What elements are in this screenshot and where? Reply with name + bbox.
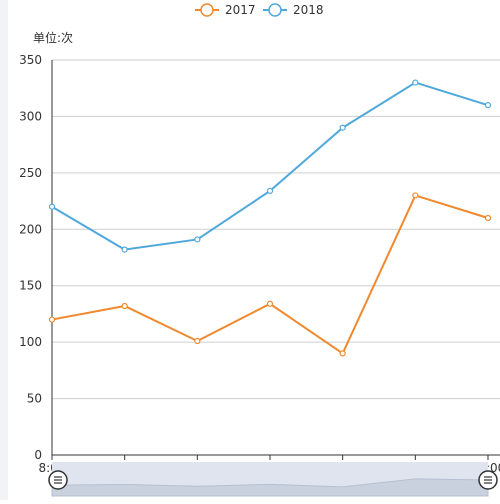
- data-point-2017: [121, 302, 128, 310]
- legend-item-2018[interactable]: 2018: [263, 3, 324, 17]
- legend-item-2017[interactable]: 2017: [195, 3, 256, 17]
- left-edge-strip: [0, 0, 8, 500]
- legend-label: 2018: [293, 3, 324, 17]
- data-point-2018: [266, 187, 274, 195]
- y-tick-label: 350: [19, 53, 42, 67]
- y-axis: 0 50 100 150 200 250 300 350: [19, 53, 53, 462]
- legend-label: 2017: [225, 3, 256, 17]
- unit-label: 单位:次: [33, 30, 73, 45]
- series-line-2017: [51, 194, 489, 355]
- zoom-handle-right[interactable]: [478, 470, 498, 490]
- data-point-2018: [412, 79, 419, 86]
- y-tick-label: 150: [19, 279, 42, 293]
- y-tick-label: 50: [27, 392, 42, 406]
- data-point-2018: [484, 102, 492, 109]
- legend-circle-icon: [268, 3, 282, 17]
- y-tick-label: 250: [19, 166, 42, 180]
- y-tick-label: 300: [19, 109, 42, 123]
- data-point-2018: [194, 236, 201, 243]
- zoom-handle-left[interactable]: [48, 470, 68, 490]
- legend: 2017 2018: [195, 3, 324, 17]
- data-point-2017: [484, 214, 492, 222]
- series-line-2018: [51, 81, 489, 251]
- grid-lines: [52, 59, 500, 400]
- data-point-2017: [48, 316, 56, 323]
- data-point-2018: [48, 203, 56, 210]
- data-point-2017: [339, 350, 346, 357]
- data-point-2017: [194, 337, 201, 345]
- data-point-2017: [266, 300, 274, 307]
- data-zoom-slider[interactable]: [48, 462, 498, 497]
- data-point-2017: [412, 192, 419, 199]
- data-point-2018: [339, 124, 346, 131]
- legend-circle-icon: [200, 3, 214, 17]
- y-tick-label: 200: [19, 222, 42, 236]
- series-lines: [48, 79, 492, 357]
- data-point-2018: [121, 246, 128, 253]
- y-tick-label: 100: [19, 335, 42, 349]
- y-tick-label: 0: [34, 448, 42, 462]
